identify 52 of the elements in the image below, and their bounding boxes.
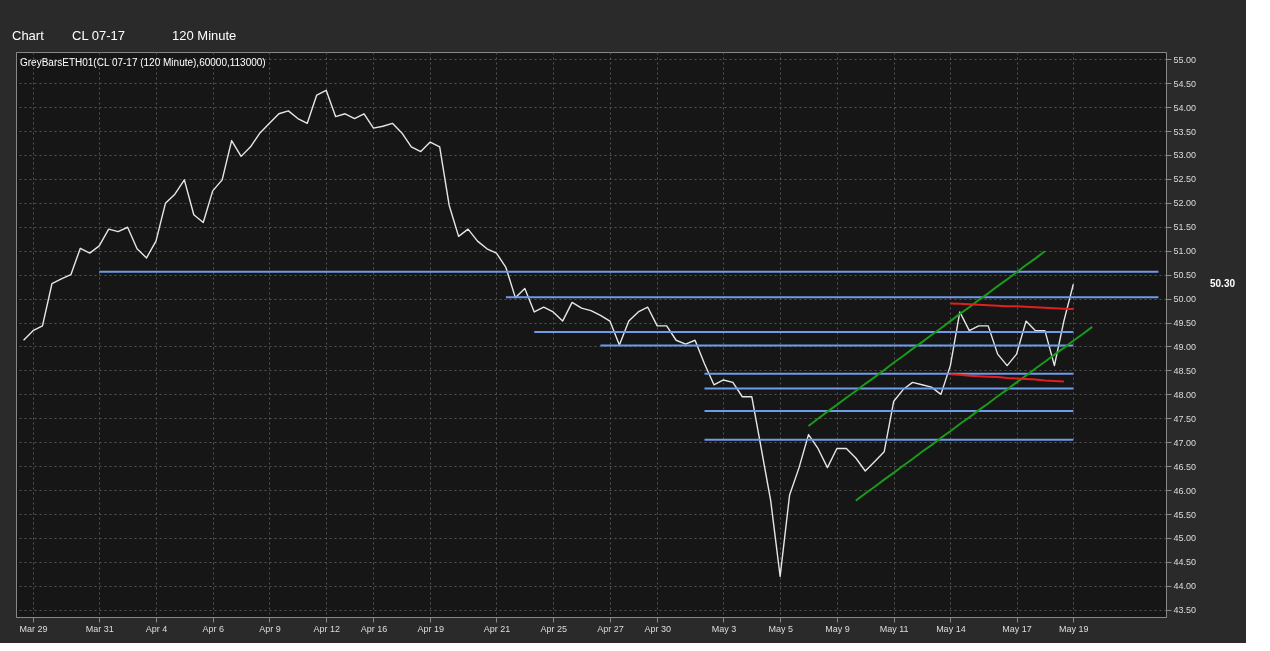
y-tick-label: 48.50 bbox=[1173, 365, 1197, 376]
x-tick-label: Apr 4 bbox=[145, 623, 168, 634]
text: CL 07-17 bbox=[72, 28, 125, 43]
y-tick-label: 45.00 bbox=[1173, 533, 1197, 544]
x-tick-label: Apr 19 bbox=[417, 623, 444, 634]
line-series bbox=[949, 373, 1065, 383]
line-series bbox=[854, 325, 1094, 502]
y-tick-label: 50.00 bbox=[1173, 294, 1197, 305]
x-tick-label: Apr 16 bbox=[360, 623, 388, 634]
x-tick-label: May 17 bbox=[1002, 623, 1032, 634]
y-tick-label: 45.50 bbox=[1173, 509, 1197, 520]
x-tick-label: May 19 bbox=[1059, 623, 1089, 634]
y-tick-label: 52.50 bbox=[1173, 174, 1197, 185]
x-tick-label: Apr 21 bbox=[483, 623, 511, 634]
x-tick-label: May 9 bbox=[825, 623, 850, 634]
y-tick-label: 51.00 bbox=[1173, 246, 1197, 257]
y-tick-label: 53.50 bbox=[1173, 126, 1197, 137]
y-tick-label: 52.00 bbox=[1173, 198, 1197, 209]
text: 120 Minute bbox=[172, 28, 237, 43]
line-series bbox=[807, 250, 1046, 427]
y-tick-label: 49.00 bbox=[1173, 341, 1197, 352]
y-tick-label: 55.00 bbox=[1173, 54, 1197, 65]
x-tick-label: Apr 27 bbox=[597, 623, 624, 634]
x-tick-label: Mar 31 bbox=[85, 623, 114, 634]
y-tick-label: 48.00 bbox=[1173, 389, 1197, 400]
y-tick-label: 43.50 bbox=[1173, 605, 1197, 616]
x-tick-label: Apr 25 bbox=[540, 623, 567, 634]
x-tick-label: May 14 bbox=[936, 623, 966, 634]
y-tick-label: 46.00 bbox=[1173, 485, 1197, 496]
y-tick-label: 44.50 bbox=[1173, 557, 1197, 568]
x-tick-label: May 5 bbox=[768, 623, 793, 634]
x-tick-label: Mar 29 bbox=[19, 623, 48, 634]
y-tick-label: 44.00 bbox=[1173, 581, 1197, 592]
y-tick-label: 53.00 bbox=[1173, 150, 1197, 161]
text: 50.30 bbox=[1210, 278, 1236, 290]
y-tick-label: 49.50 bbox=[1173, 318, 1197, 329]
x-tick-label: Apr 6 bbox=[202, 623, 224, 634]
y-tick-label: 51.50 bbox=[1173, 222, 1197, 233]
x-tick-label: May 11 bbox=[879, 623, 909, 634]
text: Chart bbox=[12, 28, 45, 43]
x-tick-label: May 3 bbox=[711, 623, 737, 634]
y-tick-label: 46.50 bbox=[1173, 461, 1197, 472]
y-tick-label: 47.00 bbox=[1173, 437, 1197, 448]
y-tick-label: 54.00 bbox=[1173, 102, 1197, 113]
chart-title: GreyBarsETH01(CL 07-17 (120 Minute),60000,113000) bbox=[20, 57, 266, 68]
x-tick-label: Apr 9 bbox=[259, 623, 281, 634]
y-tick-label: 47.50 bbox=[1173, 413, 1197, 424]
y-tick-label: 50.50 bbox=[1173, 270, 1197, 281]
x-tick-label: Apr 30 bbox=[644, 623, 671, 634]
line-series bbox=[22, 89, 1075, 577]
x-tick-label: Apr 12 bbox=[313, 623, 340, 634]
y-tick-label: 54.50 bbox=[1173, 78, 1197, 89]
